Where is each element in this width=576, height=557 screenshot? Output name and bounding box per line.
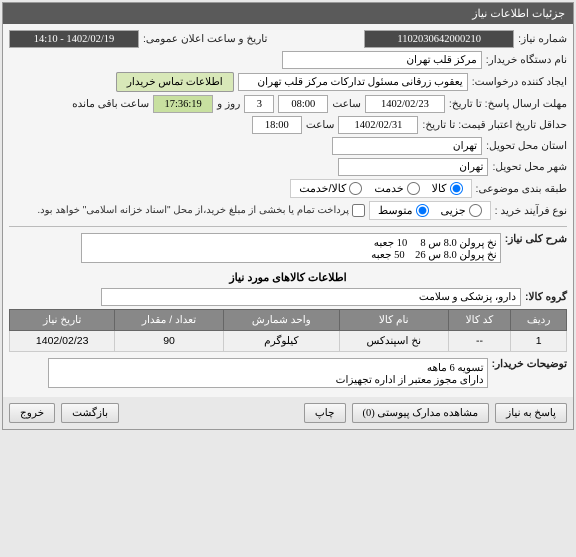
pt-medium-label: متوسط — [378, 204, 413, 217]
row-purchase-type: نوع فرآیند خرید : جزیی متوسط پرداخت تمام… — [9, 201, 567, 220]
row-buyer-notes: توضیحات خریدار: — [9, 358, 567, 388]
price-validity-date-input — [338, 116, 418, 134]
payment-checkbox[interactable] — [352, 204, 365, 217]
cat-goods-service-input[interactable] — [349, 182, 362, 195]
pt-medium-input[interactable] — [416, 204, 429, 217]
goods-group-input — [101, 288, 521, 306]
cat-goods-input[interactable] — [450, 182, 463, 195]
remaining-label: ساعت باقی مانده — [72, 98, 149, 110]
cell-date: 1402/02/23 — [10, 331, 115, 352]
contact-button[interactable]: اطلاعات تماس خریدار — [116, 72, 234, 92]
col-qty: تعداد / مقدار — [115, 310, 223, 331]
panel-body: شماره نیاز: تاریخ و ساعت اعلان عمومی: نا… — [3, 24, 573, 397]
pt-medium-radio[interactable]: متوسط — [378, 204, 429, 217]
category-label: طبقه بندی موضوعی: — [476, 183, 567, 195]
items-section-title: اطلاعات کالاهای مورد نیاز — [11, 269, 565, 286]
announce-datetime-label: تاریخ و ساعت اعلان عمومی: — [143, 33, 267, 45]
cell-code: -- — [448, 331, 511, 352]
row-need-number: شماره نیاز: تاریخ و ساعت اعلان عمومی: — [9, 30, 567, 48]
exec-province-input — [332, 137, 482, 155]
row-general-title: شرح کلی نیاز: — [9, 233, 567, 263]
deadline-label: مهلت ارسال پاسخ: تا تاریخ: — [449, 98, 567, 110]
exit-button[interactable]: خروج — [9, 403, 55, 423]
need-number-input — [364, 30, 514, 48]
col-code: کد کالا — [448, 310, 511, 331]
price-validity-label: حداقل تاریخ اعتبار قیمت: تا تاریخ: — [422, 119, 567, 131]
row-exec-province: استان محل تحویل: — [9, 137, 567, 155]
row-delivery-city: شهر محل تحویل: — [9, 158, 567, 176]
col-name: نام کالا — [339, 310, 448, 331]
footer-buttons: پاسخ به نیاز مشاهده مدارک پیوستی (0) چاپ… — [3, 397, 573, 429]
panel-title: جزئیات اطلاعات نیاز — [3, 3, 573, 24]
row-category: طبقه بندی موضوعی: کالا خدمت کالا/خدمت — [9, 179, 567, 198]
buyer-org-input — [282, 51, 482, 69]
days-input — [244, 95, 274, 113]
days-label: روز و — [217, 98, 240, 110]
respond-button[interactable]: پاسخ به نیاز — [495, 403, 567, 423]
cat-goods-service-label: کالا/خدمت — [299, 182, 346, 195]
pt-small-radio[interactable]: جزیی — [441, 204, 482, 217]
cat-goods-service-radio[interactable]: کالا/خدمت — [299, 182, 362, 195]
cell-name: نخ اسپندکس — [339, 331, 448, 352]
col-unit: واحد شمارش — [223, 310, 339, 331]
general-title-textarea — [81, 233, 501, 263]
delivery-city-label: شهر محل تحویل: — [492, 161, 567, 173]
payment-note: پرداخت تمام یا بخشی از مبلغ خرید،از محل … — [37, 205, 349, 216]
price-validity-time-input — [252, 116, 302, 134]
cat-goods-label: کالا — [432, 182, 447, 195]
row-goods-group: گروه کالا: — [9, 288, 567, 306]
cat-service-label: خدمت — [374, 182, 403, 195]
pt-small-label: جزیی — [441, 204, 466, 217]
purchase-type-radio-group: جزیی متوسط — [369, 201, 491, 220]
row-creator: ایجاد کننده درخواست: اطلاعات تماس خریدار — [9, 72, 567, 92]
items-table: ردیف کد کالا نام کالا واحد شمارش تعداد /… — [9, 309, 567, 352]
need-details-panel: جزئیات اطلاعات نیاز شماره نیاز: تاریخ و … — [2, 2, 574, 430]
col-row: ردیف — [511, 310, 567, 331]
col-date: تاریخ نیاز — [10, 310, 115, 331]
pt-small-input[interactable] — [469, 204, 482, 217]
cell-unit: کیلوگرم — [223, 331, 339, 352]
attachments-button[interactable]: مشاهده مدارک پیوستی (0) — [352, 403, 490, 423]
general-title-label: شرح کلی نیاز: — [505, 233, 567, 245]
table-header-row: ردیف کد کالا نام کالا واحد شمارش تعداد /… — [10, 310, 567, 331]
buyer-notes-textarea — [48, 358, 488, 388]
announce-datetime-input — [9, 30, 139, 48]
price-validity-time-label: ساعت — [306, 119, 335, 131]
creator-input — [238, 73, 468, 91]
buyer-notes-label: توضیحات خریدار: — [492, 358, 567, 370]
cell-qty: 90 — [115, 331, 223, 352]
back-button[interactable]: بازگشت — [61, 403, 119, 423]
creator-label: ایجاد کننده درخواست: — [472, 76, 567, 88]
deadline-date-input — [365, 95, 445, 113]
deadline-time-input — [278, 95, 328, 113]
delivery-city-input — [338, 158, 488, 176]
goods-group-label: گروه کالا: — [525, 291, 567, 303]
table-row: 1 -- نخ اسپندکس کیلوگرم 90 1402/02/23 — [10, 331, 567, 352]
payment-checkbox-item[interactable]: پرداخت تمام یا بخشی از مبلغ خرید،از محل … — [37, 204, 365, 217]
row-buyer-org: نام دستگاه خریدار: — [9, 51, 567, 69]
cat-service-input[interactable] — [407, 182, 420, 195]
row-price-validity: حداقل تاریخ اعتبار قیمت: تا تاریخ: ساعت — [9, 116, 567, 134]
deadline-time-label: ساعت — [332, 98, 361, 110]
cat-goods-radio[interactable]: کالا — [432, 182, 463, 195]
category-radio-group: کالا خدمت کالا/خدمت — [290, 179, 471, 198]
remaining-time-input — [153, 95, 213, 113]
need-number-label: شماره نیاز: — [518, 33, 567, 45]
exec-province-label: استان محل تحویل: — [486, 140, 567, 152]
print-button[interactable]: چاپ — [304, 403, 346, 423]
purchase-type-label: نوع فرآیند خرید : — [495, 205, 567, 217]
buyer-org-label: نام دستگاه خریدار: — [486, 54, 567, 66]
row-deadline: مهلت ارسال پاسخ: تا تاریخ: ساعت روز و سا… — [9, 95, 567, 113]
cat-service-radio[interactable]: خدمت — [374, 182, 419, 195]
cell-idx: 1 — [511, 331, 567, 352]
